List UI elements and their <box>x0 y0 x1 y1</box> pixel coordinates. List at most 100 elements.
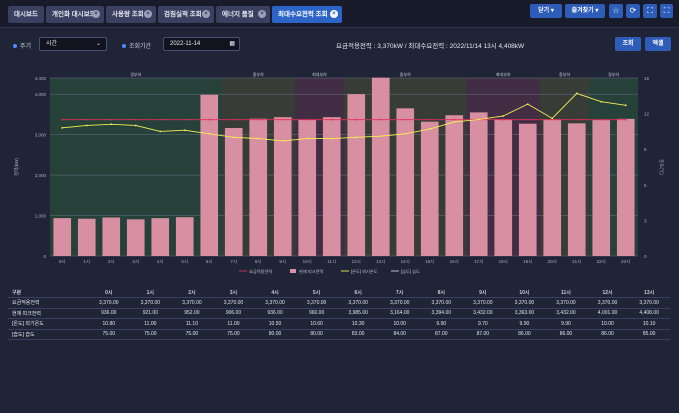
favorites-button[interactable]: 즐겨찾기 ▾ <box>565 4 605 18</box>
zone-label: 최대부하 <box>312 71 327 77</box>
table-cell: 10.50 <box>254 318 296 330</box>
table-cell: 86.00 <box>586 329 629 340</box>
table-column-header: 2시 <box>171 287 213 298</box>
table-column-header: 4시 <box>254 287 296 298</box>
refresh-icon[interactable]: ⟳ <box>626 4 640 18</box>
close-menu-button[interactable]: 닫기 ▾ <box>530 4 562 18</box>
top-tab-bar: 대시보드 개인화 대시보드 × 사용량 조회 × 검침실적 조회 × 에너지 품질 × 최대수요전… <box>0 0 679 28</box>
tab-2[interactable]: 사용량 조회 × <box>106 6 156 23</box>
close-icon[interactable]: × <box>202 10 210 18</box>
table-column-header: 3시 <box>212 287 255 298</box>
table-column-header: 9시 <box>462 287 504 298</box>
table-cell: 87.00 <box>462 329 504 340</box>
tab-3[interactable]: 검침실적 조회 × <box>158 6 214 23</box>
table-cell: 75.00 <box>129 329 172 340</box>
fullscreen-icon[interactable]: ⛶ <box>660 4 673 18</box>
chart-bar <box>518 123 537 256</box>
y-tick-label: 1,000 <box>35 214 47 219</box>
table-cell: 80.00 <box>254 329 296 340</box>
line-temperature-point <box>61 126 64 129</box>
tab-1[interactable]: 개인화 대시보드 × <box>46 6 104 23</box>
x-tick-label: 22시 <box>597 259 606 264</box>
x-tick-label: 4시 <box>157 259 164 264</box>
x-tick-label: 10시 <box>303 259 312 264</box>
table-cell: 3,363.00 <box>503 308 546 319</box>
chart-bar <box>347 94 366 257</box>
close-icon[interactable]: × <box>92 10 100 18</box>
y2-tick-label: 3 <box>644 218 647 223</box>
table-row: 요금적용전력 3,370.00 3,370.00 3,370.00 3,370.00 3,… <box>8 297 670 309</box>
x-tick-label: 21시 <box>572 259 581 264</box>
table-cell: 10.60 <box>295 318 338 330</box>
line-temperature-point <box>477 118 480 121</box>
line-fee-power-point <box>551 118 554 121</box>
table-column-header: 10시 <box>503 287 546 298</box>
line-fee-power-point <box>61 118 64 121</box>
line-fee-power-point <box>159 118 162 121</box>
table-cell: 3,432.00 <box>462 308 504 319</box>
close-icon[interactable]: × <box>258 10 266 18</box>
line-temperature-point <box>600 100 603 103</box>
zone-label: 중부하 <box>400 71 411 77</box>
line-fee-power-point <box>575 118 578 121</box>
x-tick-label: 23시 <box>621 259 630 264</box>
line-temperature-point <box>379 135 382 138</box>
table-cell: 3,370.00 <box>503 297 546 309</box>
table-cell: 9.70 <box>462 318 504 330</box>
close-icon[interactable]: × <box>144 10 152 18</box>
line-fee-power-point <box>379 118 382 121</box>
table-column-header: 7시 <box>378 287 421 298</box>
line-temperature-point <box>330 137 333 140</box>
chart-bar <box>543 119 562 256</box>
table-column-header: 0시 <box>88 287 130 298</box>
table-cell: 10.30 <box>337 318 379 330</box>
date-input[interactable]: 2022-11-14 ▦ <box>163 37 240 51</box>
table-cell: 87.00 <box>420 329 463 340</box>
calendar-icon[interactable]: ▦ <box>229 41 235 47</box>
period-select[interactable]: 시간 ⌄ <box>39 37 107 51</box>
table-cell: 3,370.00 <box>420 297 463 309</box>
expand-icon[interactable]: ⛶ <box>643 4 657 18</box>
y2-axis-label: 온도(℃) <box>659 159 664 175</box>
y2-tick-label: 6 <box>644 183 647 188</box>
chart-bar <box>200 94 219 256</box>
x-tick-label: 12시 <box>352 259 361 264</box>
close-icon[interactable]: × <box>330 10 338 18</box>
filter-bar: 주기 시간 ⌄ 조회기간 2022-11-14 ▦ <box>0 29 679 59</box>
table-row: [습도] 습도 75.00 75.00 75.00 75.00 80.00 80.00 83.… <box>8 329 670 340</box>
tab-label: 검침실적 조회 <box>164 11 202 18</box>
line-fee-power-point <box>502 118 505 121</box>
line-temperature-point <box>502 115 505 117</box>
table-cell: 3,370.00 <box>545 297 587 309</box>
line-temperature-point <box>257 137 260 140</box>
table-cell: 3,370.00 <box>378 297 421 309</box>
line-temperature-point <box>281 139 284 142</box>
search-button[interactable]: 조회 <box>615 37 641 51</box>
table-row-label: 현재 피크전력 <box>8 308 88 319</box>
tab-5[interactable]: 최대수요전력 조회 × <box>272 6 342 23</box>
table-column-header: 1시 <box>129 287 172 298</box>
chart-bar <box>298 119 317 257</box>
table-column-header: 8시 <box>420 287 463 298</box>
line-fee-power-point <box>330 118 333 121</box>
line-temperature-point <box>110 123 113 126</box>
zone-label: 최대부하 <box>496 71 511 77</box>
excel-button[interactable]: 엑셀 <box>645 37 671 51</box>
table-cell: 9.90 <box>545 318 587 330</box>
table-cell: 85.00 <box>628 329 670 340</box>
table-cell: 936.00 <box>88 308 130 319</box>
line-fee-power-point <box>453 118 456 121</box>
chart-bar <box>420 121 439 256</box>
tab-0[interactable]: 대시보드 <box>8 6 44 23</box>
tab-4[interactable]: 에너지 품질 × <box>216 6 270 23</box>
chart-bar <box>469 112 488 256</box>
table-cell: 3,370.00 <box>171 297 213 309</box>
star-icon[interactable]: ☆ <box>609 4 623 18</box>
y-axis-label: 전력(kW) <box>13 158 20 176</box>
table-cell: 11.00 <box>129 318 172 330</box>
x-tick-label: 18시 <box>499 259 508 264</box>
table-row: 현재 피크전력 936.00 921.00 952.00 906.00 936.00 960… <box>8 308 670 319</box>
table-corner-header: 구분 <box>8 287 88 298</box>
x-tick-label: 14시 <box>401 259 410 264</box>
line-fee-power-point <box>624 118 627 121</box>
